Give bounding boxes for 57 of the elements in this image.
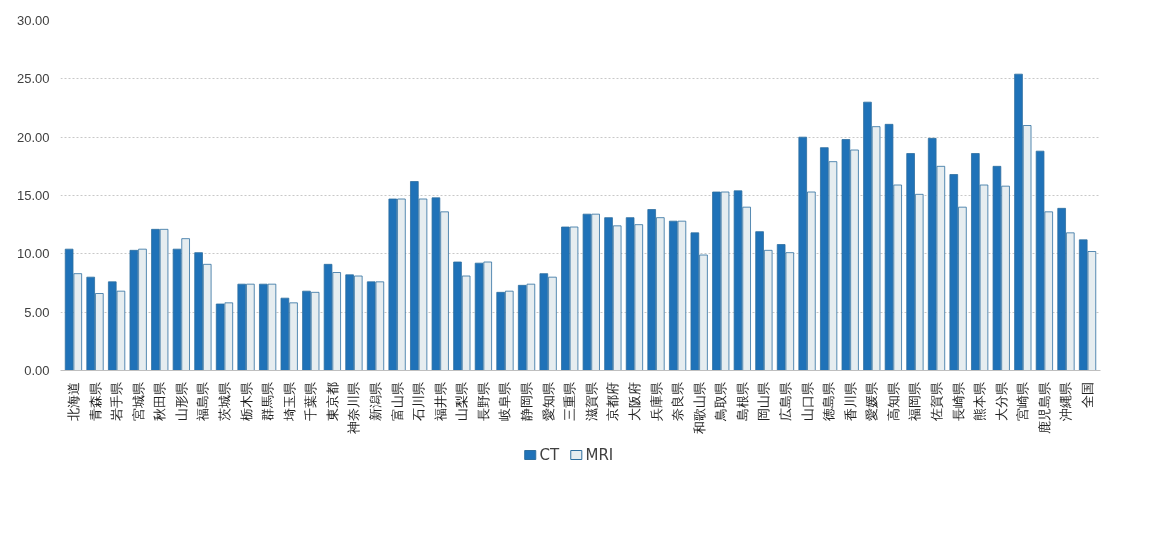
y-tick-label: 15.00 [16,188,50,203]
x-tick-label: 富山県 [389,381,405,421]
x-tick-label: 石川県 [411,381,427,421]
x-tick-label: 青森県 [87,381,103,421]
x-tick-label: 東京都 [324,381,340,421]
x-tick-label: 茨城県 [216,381,232,421]
x-tick-label: 愛媛県 [864,381,880,421]
x-tick-label: 静岡県 [519,381,535,421]
legend-label: MRI [585,446,614,464]
legend-label: CT [539,446,560,464]
x-tick-label: 宮城県 [130,381,146,421]
x-tick-label: 奈良県 [670,381,686,421]
x-tick-label: 愛知県 [540,381,556,421]
x-tick-label: 宮崎県 [1015,381,1031,421]
x-tick-label: 千葉県 [303,381,319,421]
x-tick-label: 新潟県 [368,381,384,421]
y-tick-label: 10.00 [16,246,50,262]
x-tick-label: 北海道 [65,381,81,421]
x-tick-label: 福岡県 [907,381,923,421]
x-tick-label: 全国 [1080,381,1096,408]
x-tick-label: 福島県 [195,381,211,421]
x-tick-label: 鹿児島県 [1036,381,1052,434]
x-tick-label: 鳥取県 [713,381,729,422]
x-tick-label: 徳島県 [821,381,837,421]
x-tick-label: 京都府 [605,381,621,421]
x-tick-label: 山梨県 [454,381,470,421]
x-tick-label: 長野県 [475,381,491,421]
x-tick-label: 沖縄県 [1058,381,1074,421]
y-tick-label: 0.00 [24,363,50,378]
x-tick-label: 神奈川県 [346,381,362,434]
x-tick-label: 秋田県 [152,381,168,421]
x-tick-label: 佐賀県 [929,381,945,421]
x-tick-label: 山口県 [799,381,815,421]
y-tick-label: 5.00 [24,304,50,320]
x-tick-label: 香川県 [842,381,858,421]
x-tick-label: 福井県 [432,381,448,421]
x-tick-label: 高知県 [885,381,901,421]
y-tick-label: 30.00 [16,13,50,28]
x-tick-label: 広島県 [777,381,793,421]
y-tick-label: 20.00 [16,129,50,145]
x-tick-label: 埼玉県 [281,381,297,422]
x-tick-label: 岩手県 [109,381,125,421]
x-tick-label: 大分県 [993,381,1009,421]
x-tick-label: 滋賀県 [583,381,599,421]
x-tick-label: 栃木県 [238,381,254,421]
x-tick-label: 兵庫県 [648,381,664,421]
x-tick-label: 島根県 [734,381,750,421]
x-tick-label: 岡山県 [756,381,772,421]
x-tick-label: 群馬県 [260,381,276,421]
x-tick-label: 三重県 [562,381,578,421]
x-tick-label: 長崎県 [950,381,966,421]
x-tick-label: 大阪府 [626,381,642,421]
y-tick-label: 25.00 [16,71,50,87]
x-tick-label: 山形県 [173,381,189,421]
x-tick-label: 岐阜県 [497,381,513,421]
x-tick-label: 熊本県 [972,381,988,421]
x-tick-label: 和歌山県 [691,381,707,434]
